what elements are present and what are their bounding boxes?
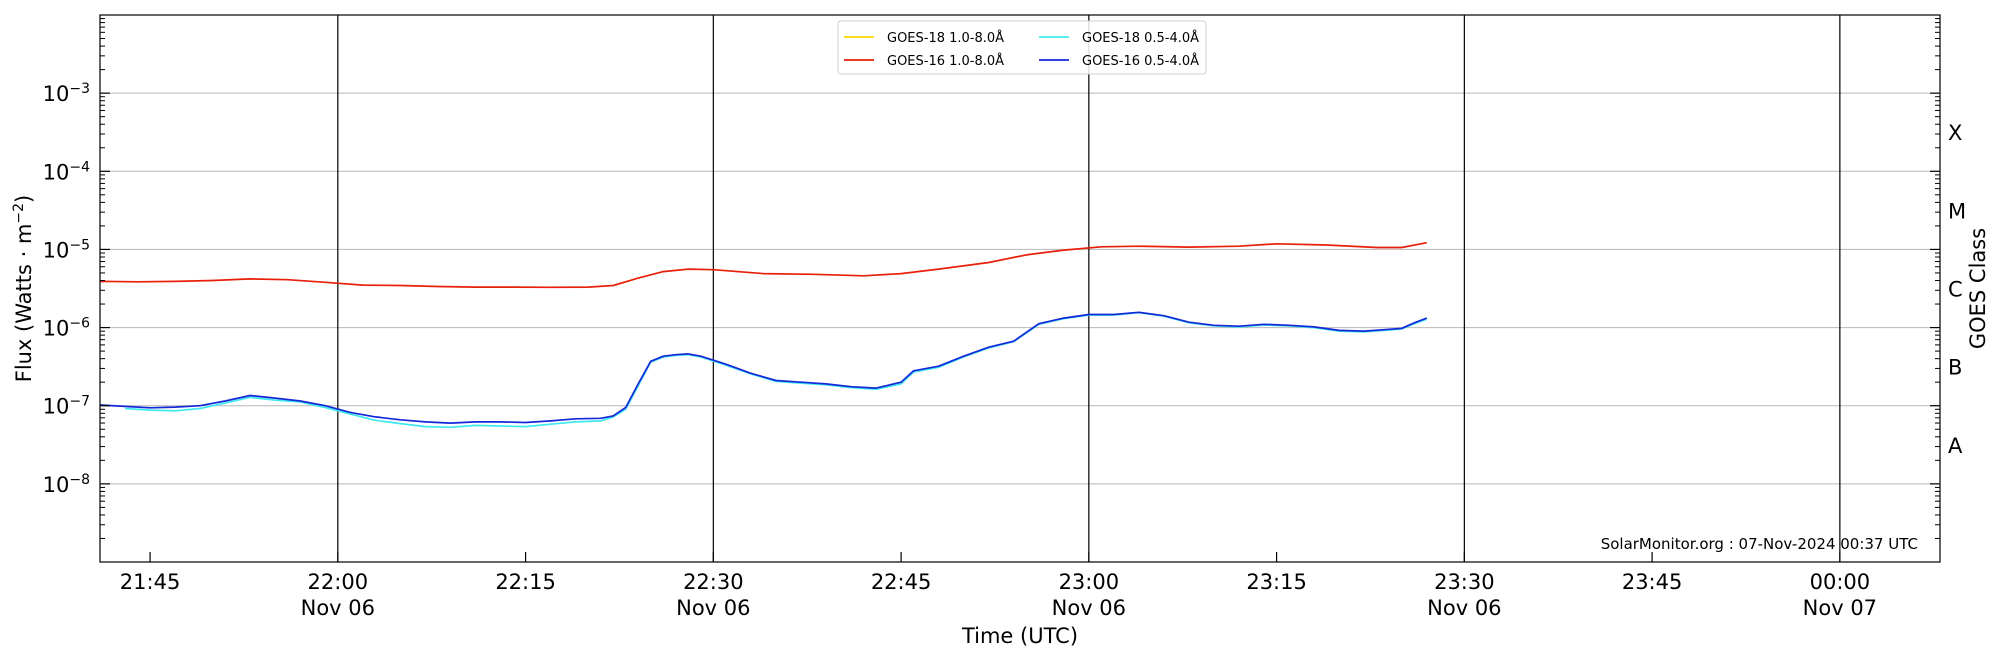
y-axis-title: Flux (Watts · m−2) (11, 195, 36, 383)
x-tick-date-label: Nov 06 (1427, 596, 1501, 620)
y-tick-label: 10−6 (43, 316, 90, 341)
grid-layer (100, 92, 1940, 485)
x-tick-date-label: Nov 07 (1803, 596, 1877, 620)
x-tick-date-label: Nov 06 (301, 596, 375, 620)
x-tick-label: 22:15 (495, 570, 556, 594)
credit-text: SolarMonitor.org : 07-Nov-2024 00:37 UTC (1601, 535, 1918, 553)
series-line (99, 241, 1427, 289)
series-layer (99, 241, 1428, 429)
x-tick-label: 23:15 (1246, 570, 1307, 594)
x-tick-label: 23:30 (1434, 570, 1495, 594)
y-tick-label: 10−7 (43, 394, 90, 419)
legend-label: GOES-18 1.0-8.0Å (887, 30, 1004, 46)
y2-axis-title: GOES Class (1966, 228, 1990, 349)
legend-label: GOES-16 1.0-8.0Å (887, 53, 1004, 69)
y-tick-label: 10−4 (43, 159, 90, 184)
y-tick-label: 10−3 (43, 81, 90, 106)
x-tick-label: 21:45 (120, 570, 181, 594)
goes-class-label: M (1948, 199, 1966, 223)
x-tick-date-label: Nov 06 (676, 596, 750, 620)
legend: GOES-18 1.0-8.0Å GOES-16 1.0-8.0Å GOES-18 … (837, 20, 1207, 75)
goes-class-label: A (1948, 434, 1963, 458)
y-tick-label: 10−8 (43, 472, 90, 497)
y-tick-label: 10−5 (43, 237, 90, 262)
plot-frame (99, 14, 1941, 563)
x-tick-date-label: Nov 06 (1052, 596, 1126, 620)
x-tick-label: 22:30 (683, 570, 744, 594)
x-axis-title: Time (UTC) (961, 624, 1078, 648)
x-tick-label: 22:45 (871, 570, 932, 594)
y-axis-title-exponent: −2 (11, 203, 27, 224)
x-tick-label: 23:00 (1059, 570, 1120, 594)
x-tick-label: 00:00 (1810, 570, 1871, 594)
vertical-marker-layer (337, 15, 1841, 562)
goes-class-label: X (1948, 121, 1962, 145)
goes-class-label: C (1948, 278, 1963, 302)
goes-class-label: B (1948, 356, 1962, 380)
legend-label: GOES-18 0.5-4.0Å (1082, 30, 1199, 46)
x-tick-label: 22:00 (308, 570, 369, 594)
legend-label: GOES-16 0.5-4.0Å (1082, 53, 1199, 69)
x-tick-label: 23:45 (1622, 570, 1683, 594)
series-line (99, 311, 1428, 424)
legend-box (837, 20, 1207, 75)
